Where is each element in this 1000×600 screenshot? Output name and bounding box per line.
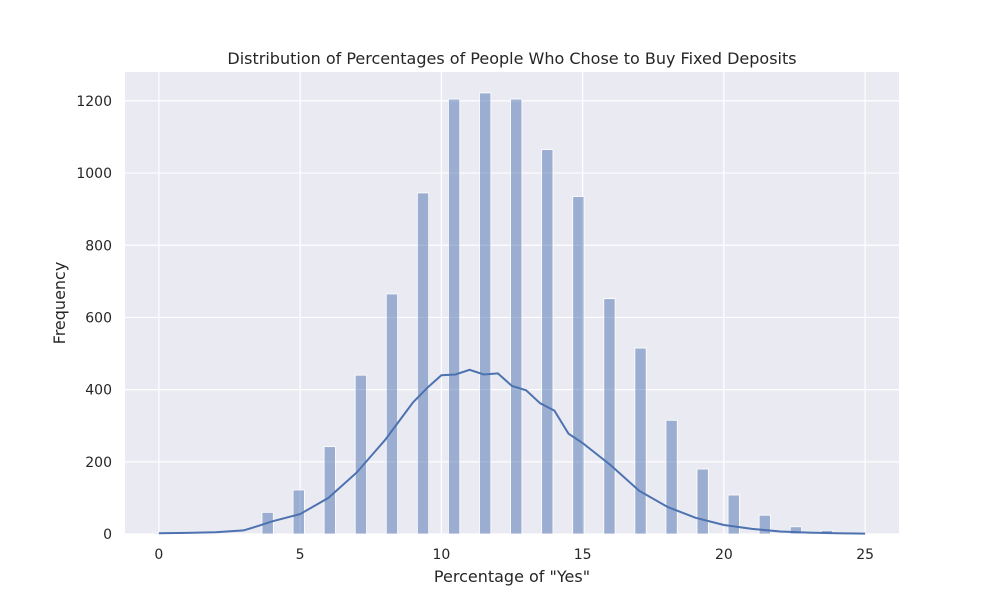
histogram-bar [727,494,740,535]
y-tick-labels: 0 200 400 600 800 1000 1200 [76,94,112,543]
histogram-bar [323,446,336,535]
histogram-bar [634,347,647,535]
y-tick-label: 800 [85,238,112,254]
histogram-bar [696,468,709,535]
histogram-bar [416,192,430,535]
y-tick-label: 0 [103,527,112,543]
kde-curve [158,368,866,535]
histogram-bar [510,98,523,535]
y-tick-label: 1200 [76,94,112,110]
x-tick-label: 0 [154,547,163,563]
chart-title: Distribution of Percentages of People Wh… [227,49,796,68]
histogram-bar [572,196,585,535]
y-axis-label: Frequency [50,262,69,345]
x-tick-label: 20 [715,547,733,563]
x-tick-label: 5 [296,547,305,563]
histogram-bar [603,298,616,535]
histogram-bar [665,419,678,535]
x-tick-label: 15 [574,547,592,563]
histogram-bar [479,92,492,535]
bars [152,92,834,535]
histogram-bar [758,514,771,535]
histogram-bar [789,526,802,535]
x-tick-label: 25 [856,547,874,563]
y-tick-label: 600 [85,310,112,326]
x-tick-labels: 0 5 10 15 20 25 [154,547,874,563]
y-tick-label: 400 [85,383,112,399]
histogram-bar [385,293,398,535]
x-axis-label: Percentage of "Yes" [434,567,590,586]
histogram-bar [448,98,461,535]
histogram-bar [354,374,367,535]
histogram-bar [541,149,554,535]
x-tick-label: 10 [432,547,450,563]
y-tick-label: 1000 [76,166,112,182]
y-tick-label: 200 [85,455,112,471]
